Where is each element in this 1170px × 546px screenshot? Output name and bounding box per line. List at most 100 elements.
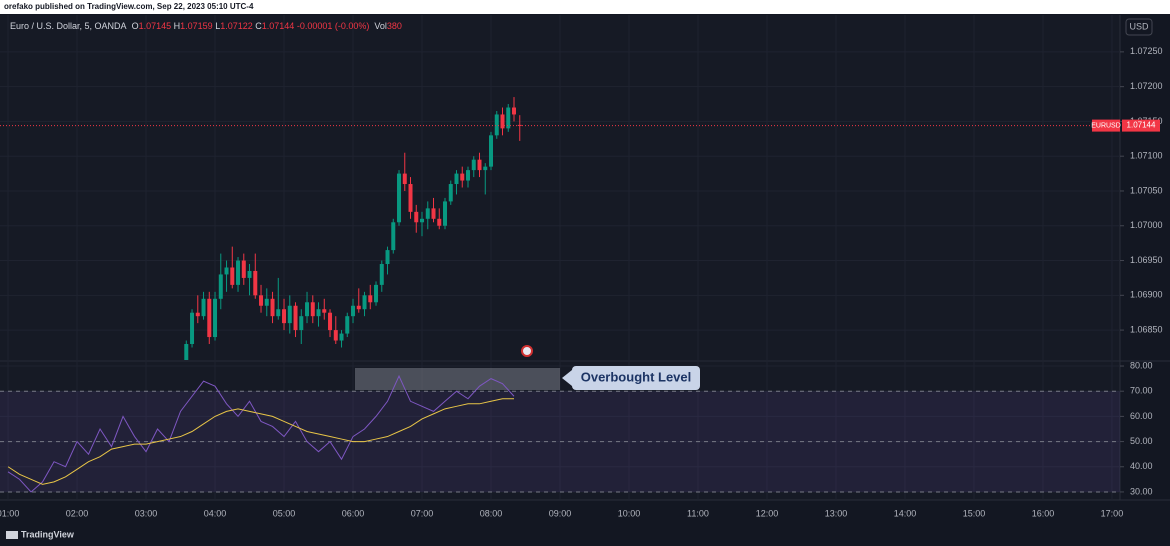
publisher: orefako published on TradingView.com, Se… — [4, 2, 254, 11]
candle-body — [379, 264, 384, 285]
y-tick-label: 1.06850 — [1130, 324, 1163, 334]
ohlc-value: 1.07122 — [220, 21, 253, 31]
candle-body — [316, 309, 321, 317]
candle-body — [241, 260, 246, 278]
footer-brand: TradingView — [21, 529, 75, 539]
x-tick-label: 06:00 — [342, 508, 365, 518]
x-tick-label: 09:00 — [549, 508, 572, 518]
candle-body — [408, 184, 413, 212]
candle-body — [345, 316, 350, 334]
candle-body — [437, 218, 442, 226]
callout-pointer — [562, 370, 572, 386]
volume-value: 380 — [386, 21, 402, 31]
candle-body — [247, 270, 252, 278]
legend: Euro / U.S. Dollar, 5, OANDA O1.07145 H1… — [10, 21, 402, 31]
candles — [0, 97, 1120, 360]
x-tick-label: 11:00 — [687, 508, 709, 518]
candle-body — [310, 302, 315, 317]
x-tick-label: 07:00 — [411, 508, 434, 518]
candle-body — [259, 295, 264, 306]
overbought-highlight — [355, 368, 560, 390]
candle-body — [431, 208, 436, 219]
candle-body — [356, 305, 361, 310]
y-tick-label: 40.00 — [1130, 461, 1153, 471]
candle-body — [236, 260, 241, 285]
symbol-title: Euro / U.S. Dollar, 5, OANDA — [10, 21, 127, 31]
candle-body — [466, 170, 471, 181]
candle-body — [253, 270, 258, 296]
candle-body — [443, 201, 448, 226]
y-tick-label: 60.00 — [1130, 411, 1153, 421]
y-tick-label: 1.07100 — [1130, 151, 1163, 161]
ohlc-label: L — [215, 21, 221, 31]
volume-label: Vol — [374, 21, 387, 31]
candle-body — [293, 305, 298, 331]
candle-body — [471, 159, 476, 171]
candle-body — [224, 267, 229, 275]
candle-body — [385, 250, 390, 265]
y-tick-label: 1.07200 — [1130, 81, 1163, 91]
candle-body — [414, 211, 419, 223]
currency-box[interactable] — [1125, 18, 1153, 36]
rsi-line — [7, 374, 515, 493]
callout-box — [572, 366, 700, 390]
candle-body — [207, 298, 212, 338]
price-tag — [1122, 119, 1160, 132]
candle-body — [270, 298, 275, 317]
candle-body — [425, 208, 430, 219]
y-tick-label: 1.07250 — [1130, 46, 1163, 56]
candle-body — [489, 135, 494, 167]
x-tick-label: 02:00 — [66, 508, 89, 518]
ohlc-value: 1.07159 — [180, 21, 213, 31]
y-tick-label: 1.07050 — [1130, 185, 1163, 195]
candle-body — [282, 309, 287, 324]
header-bar — [0, 0, 1170, 14]
candle-body — [460, 173, 465, 181]
candle-body — [397, 173, 402, 223]
x-tick-label: 08:00 — [480, 508, 503, 518]
ohlc-value: 1.07145 — [138, 21, 172, 31]
candle-body — [322, 309, 327, 313]
x-tick-label: 04:00 — [204, 508, 227, 518]
candle-body — [494, 114, 499, 136]
change: -0.00001 (-0.00%) — [296, 21, 370, 31]
y-tick-label: 70.00 — [1130, 386, 1153, 396]
y-tick-label: 1.07000 — [1130, 220, 1163, 230]
candle-body — [190, 312, 195, 345]
symbol-tag — [1092, 119, 1120, 132]
candle-body — [201, 298, 206, 317]
rsi-band — [0, 390, 1120, 493]
x-tick-label: 17:00 — [1101, 508, 1124, 518]
candle-body — [506, 107, 511, 129]
symbol-tag-text: EURUSD — [1091, 122, 1121, 129]
candle-body — [402, 173, 407, 185]
ohlc-value: 1.07144 — [261, 21, 295, 31]
logo — [6, 531, 18, 539]
candle-body — [328, 312, 333, 331]
x-tick-label: 05:00 — [273, 508, 296, 518]
candle-body — [391, 222, 396, 251]
x-tick-label: 12:00 — [756, 508, 779, 518]
callout-text: Overbought Level — [581, 369, 692, 384]
y-tick-label: 1.06950 — [1130, 255, 1163, 265]
candle-body — [218, 274, 223, 299]
event-icon[interactable] — [521, 345, 533, 357]
candle-body — [420, 218, 425, 223]
candle-body — [333, 330, 338, 341]
ohlc-label: H — [173, 21, 181, 31]
candle-body — [454, 173, 459, 185]
candle-body — [512, 107, 517, 115]
candle-body — [264, 298, 269, 306]
rsi-lines — [7, 374, 515, 493]
candle-body — [305, 302, 310, 317]
candle-body — [477, 159, 482, 171]
candle-body — [287, 305, 292, 324]
candle-body — [230, 267, 235, 285]
candle-body — [276, 309, 281, 317]
currency: USD — [1129, 21, 1149, 31]
y-tick-label: 50.00 — [1130, 436, 1153, 446]
rsi-line — [7, 398, 515, 485]
ohlc: O1.07145 H1.07159 L1.07122 C1.07144 — [132, 21, 297, 31]
